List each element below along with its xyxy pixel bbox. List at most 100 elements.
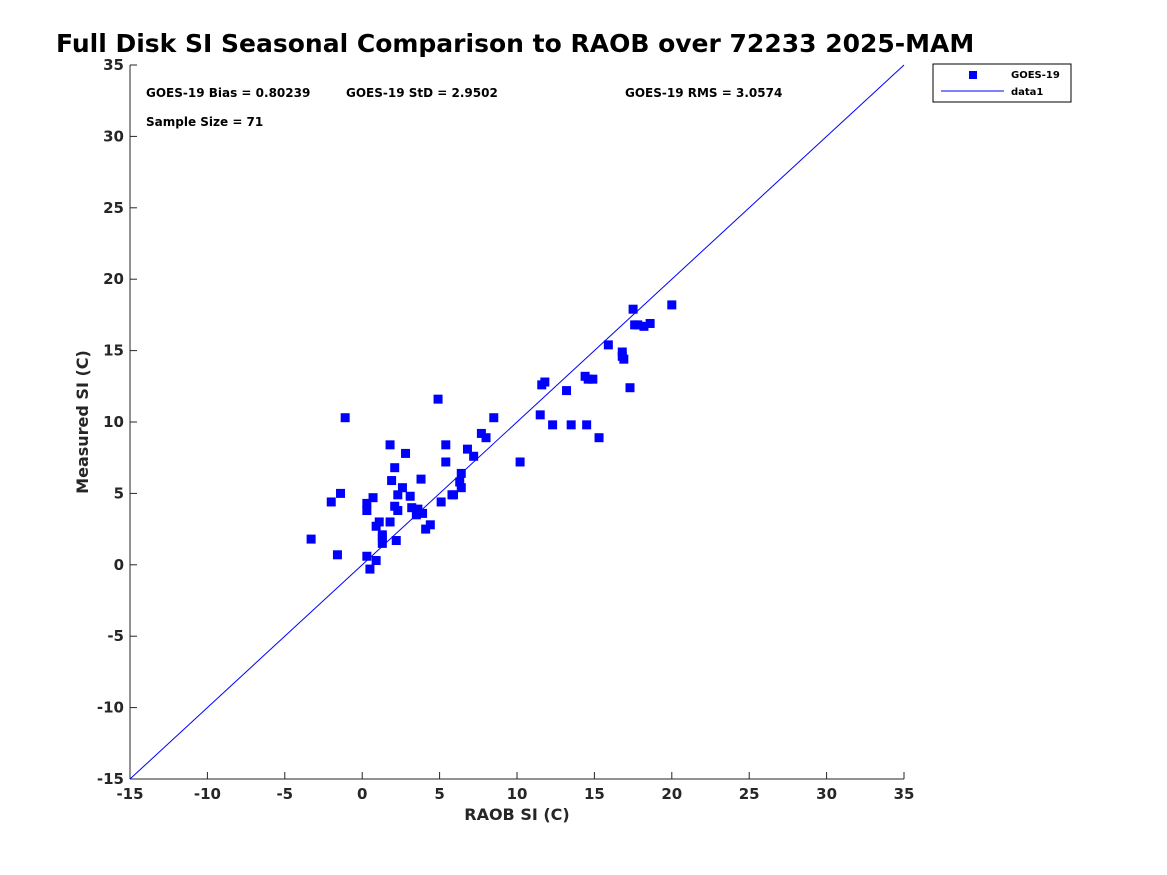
data-point <box>639 321 649 331</box>
data-point <box>433 394 443 404</box>
data-point <box>390 463 400 473</box>
rms-stat: GOES-19 RMS = 3.0574 <box>625 86 782 100</box>
chart-title: Full Disk SI Seasonal Comparison to RAOB… <box>56 29 974 58</box>
data-point <box>362 551 372 561</box>
y-tick-label: -10 <box>97 699 124 717</box>
data-point <box>628 304 638 314</box>
data-point <box>469 451 479 461</box>
data-point <box>594 433 604 443</box>
data-point <box>340 413 350 423</box>
data-point <box>391 536 401 546</box>
data-point <box>413 504 423 514</box>
legend-marker-goes19 <box>969 71 977 79</box>
y-ticks: -15 -10 -5 0 5 10 15 20 25 30 35 <box>97 56 137 788</box>
data-point <box>365 564 375 574</box>
data-point <box>481 433 491 443</box>
data-point <box>456 483 466 493</box>
data-point <box>476 428 486 438</box>
data-point <box>393 506 403 516</box>
data-point <box>462 444 472 454</box>
data-point <box>625 383 635 393</box>
data-point <box>455 477 465 487</box>
data-point <box>374 517 384 527</box>
data-point <box>562 386 572 396</box>
std-stat: GOES-19 StD = 2.9502 <box>346 86 498 100</box>
data-point <box>401 448 411 458</box>
data-point <box>332 550 342 560</box>
data-point <box>535 410 545 420</box>
data-point <box>425 520 435 530</box>
data-point <box>619 354 629 364</box>
legend-label-goes19: GOES-19 <box>1011 70 1060 81</box>
y-tick-label: -15 <box>97 770 124 788</box>
data-point <box>362 498 372 508</box>
x-tick-label: 10 <box>507 785 528 803</box>
data-point <box>371 556 381 566</box>
data-point <box>385 517 395 527</box>
y-tick-label: 35 <box>103 56 124 74</box>
x-tick-label: 15 <box>584 785 605 803</box>
data-point <box>667 300 677 310</box>
x-tick-label: 30 <box>816 785 837 803</box>
data-point <box>582 420 592 430</box>
data-point <box>368 493 378 503</box>
data-point <box>489 413 499 423</box>
y-tick-label: 10 <box>103 413 124 431</box>
x-axis-label: RAOB SI (C) <box>464 805 569 824</box>
x-tick-label: 35 <box>894 785 915 803</box>
y-tick-label: 0 <box>114 556 124 574</box>
x-tick-label: -5 <box>276 785 293 803</box>
data-point <box>645 318 655 328</box>
data-point <box>436 497 446 507</box>
sample-size-stat: Sample Size = 71 <box>146 115 263 129</box>
y-tick-label: 5 <box>114 484 124 502</box>
data-point <box>393 490 403 500</box>
data-point <box>362 506 372 516</box>
data-point <box>416 474 426 484</box>
point-layer <box>306 300 677 574</box>
y-tick-label: 30 <box>103 127 124 145</box>
data-point <box>583 374 593 384</box>
data-point <box>441 440 451 450</box>
data-point <box>456 468 466 478</box>
data-point <box>633 320 643 330</box>
bias-stat: GOES-19 Bias = 0.80239 <box>146 86 310 100</box>
y-axis-label: Measured SI (C) <box>73 350 92 494</box>
data-point <box>336 488 346 498</box>
data-point <box>306 534 316 544</box>
data-point <box>326 497 336 507</box>
x-ticks: -15 -10 -5 0 5 10 15 20 25 30 35 <box>116 772 914 803</box>
x-tick-label: -10 <box>194 785 221 803</box>
data-point <box>441 457 451 467</box>
data-point <box>603 340 613 350</box>
data-point <box>387 476 397 486</box>
data-point <box>515 457 525 467</box>
x-tick-label: 0 <box>357 785 367 803</box>
line-layer <box>129 64 905 780</box>
x-tick-label: 20 <box>661 785 682 803</box>
data-point <box>397 483 407 493</box>
y-tick-label: -5 <box>107 627 124 645</box>
legend-box <box>932 63 1072 103</box>
data-point <box>377 533 387 543</box>
data-point <box>540 377 550 387</box>
x-tick-label: -15 <box>116 785 143 803</box>
data-point <box>407 503 417 513</box>
x-tick-label: 25 <box>739 785 760 803</box>
data-point <box>418 508 428 518</box>
data-point <box>421 524 431 534</box>
plot-area: -15 -10 -5 0 5 10 15 20 25 30 35 -15 -10 -5 0 5 10 15 20 2… <box>97 56 915 803</box>
data-point <box>449 490 459 500</box>
y-tick-label: 20 <box>103 270 124 288</box>
y-tick-label: 15 <box>103 342 124 360</box>
legend-label-data1: data1 <box>1011 87 1043 98</box>
x-tick-label: 5 <box>434 785 444 803</box>
y-tick-label: 25 <box>103 199 124 217</box>
data-point <box>385 440 395 450</box>
data-point <box>405 491 415 501</box>
legend: GOES-19 data1 <box>932 63 1072 103</box>
data-point <box>411 510 421 520</box>
data-point <box>566 420 576 430</box>
data-point <box>588 374 598 384</box>
